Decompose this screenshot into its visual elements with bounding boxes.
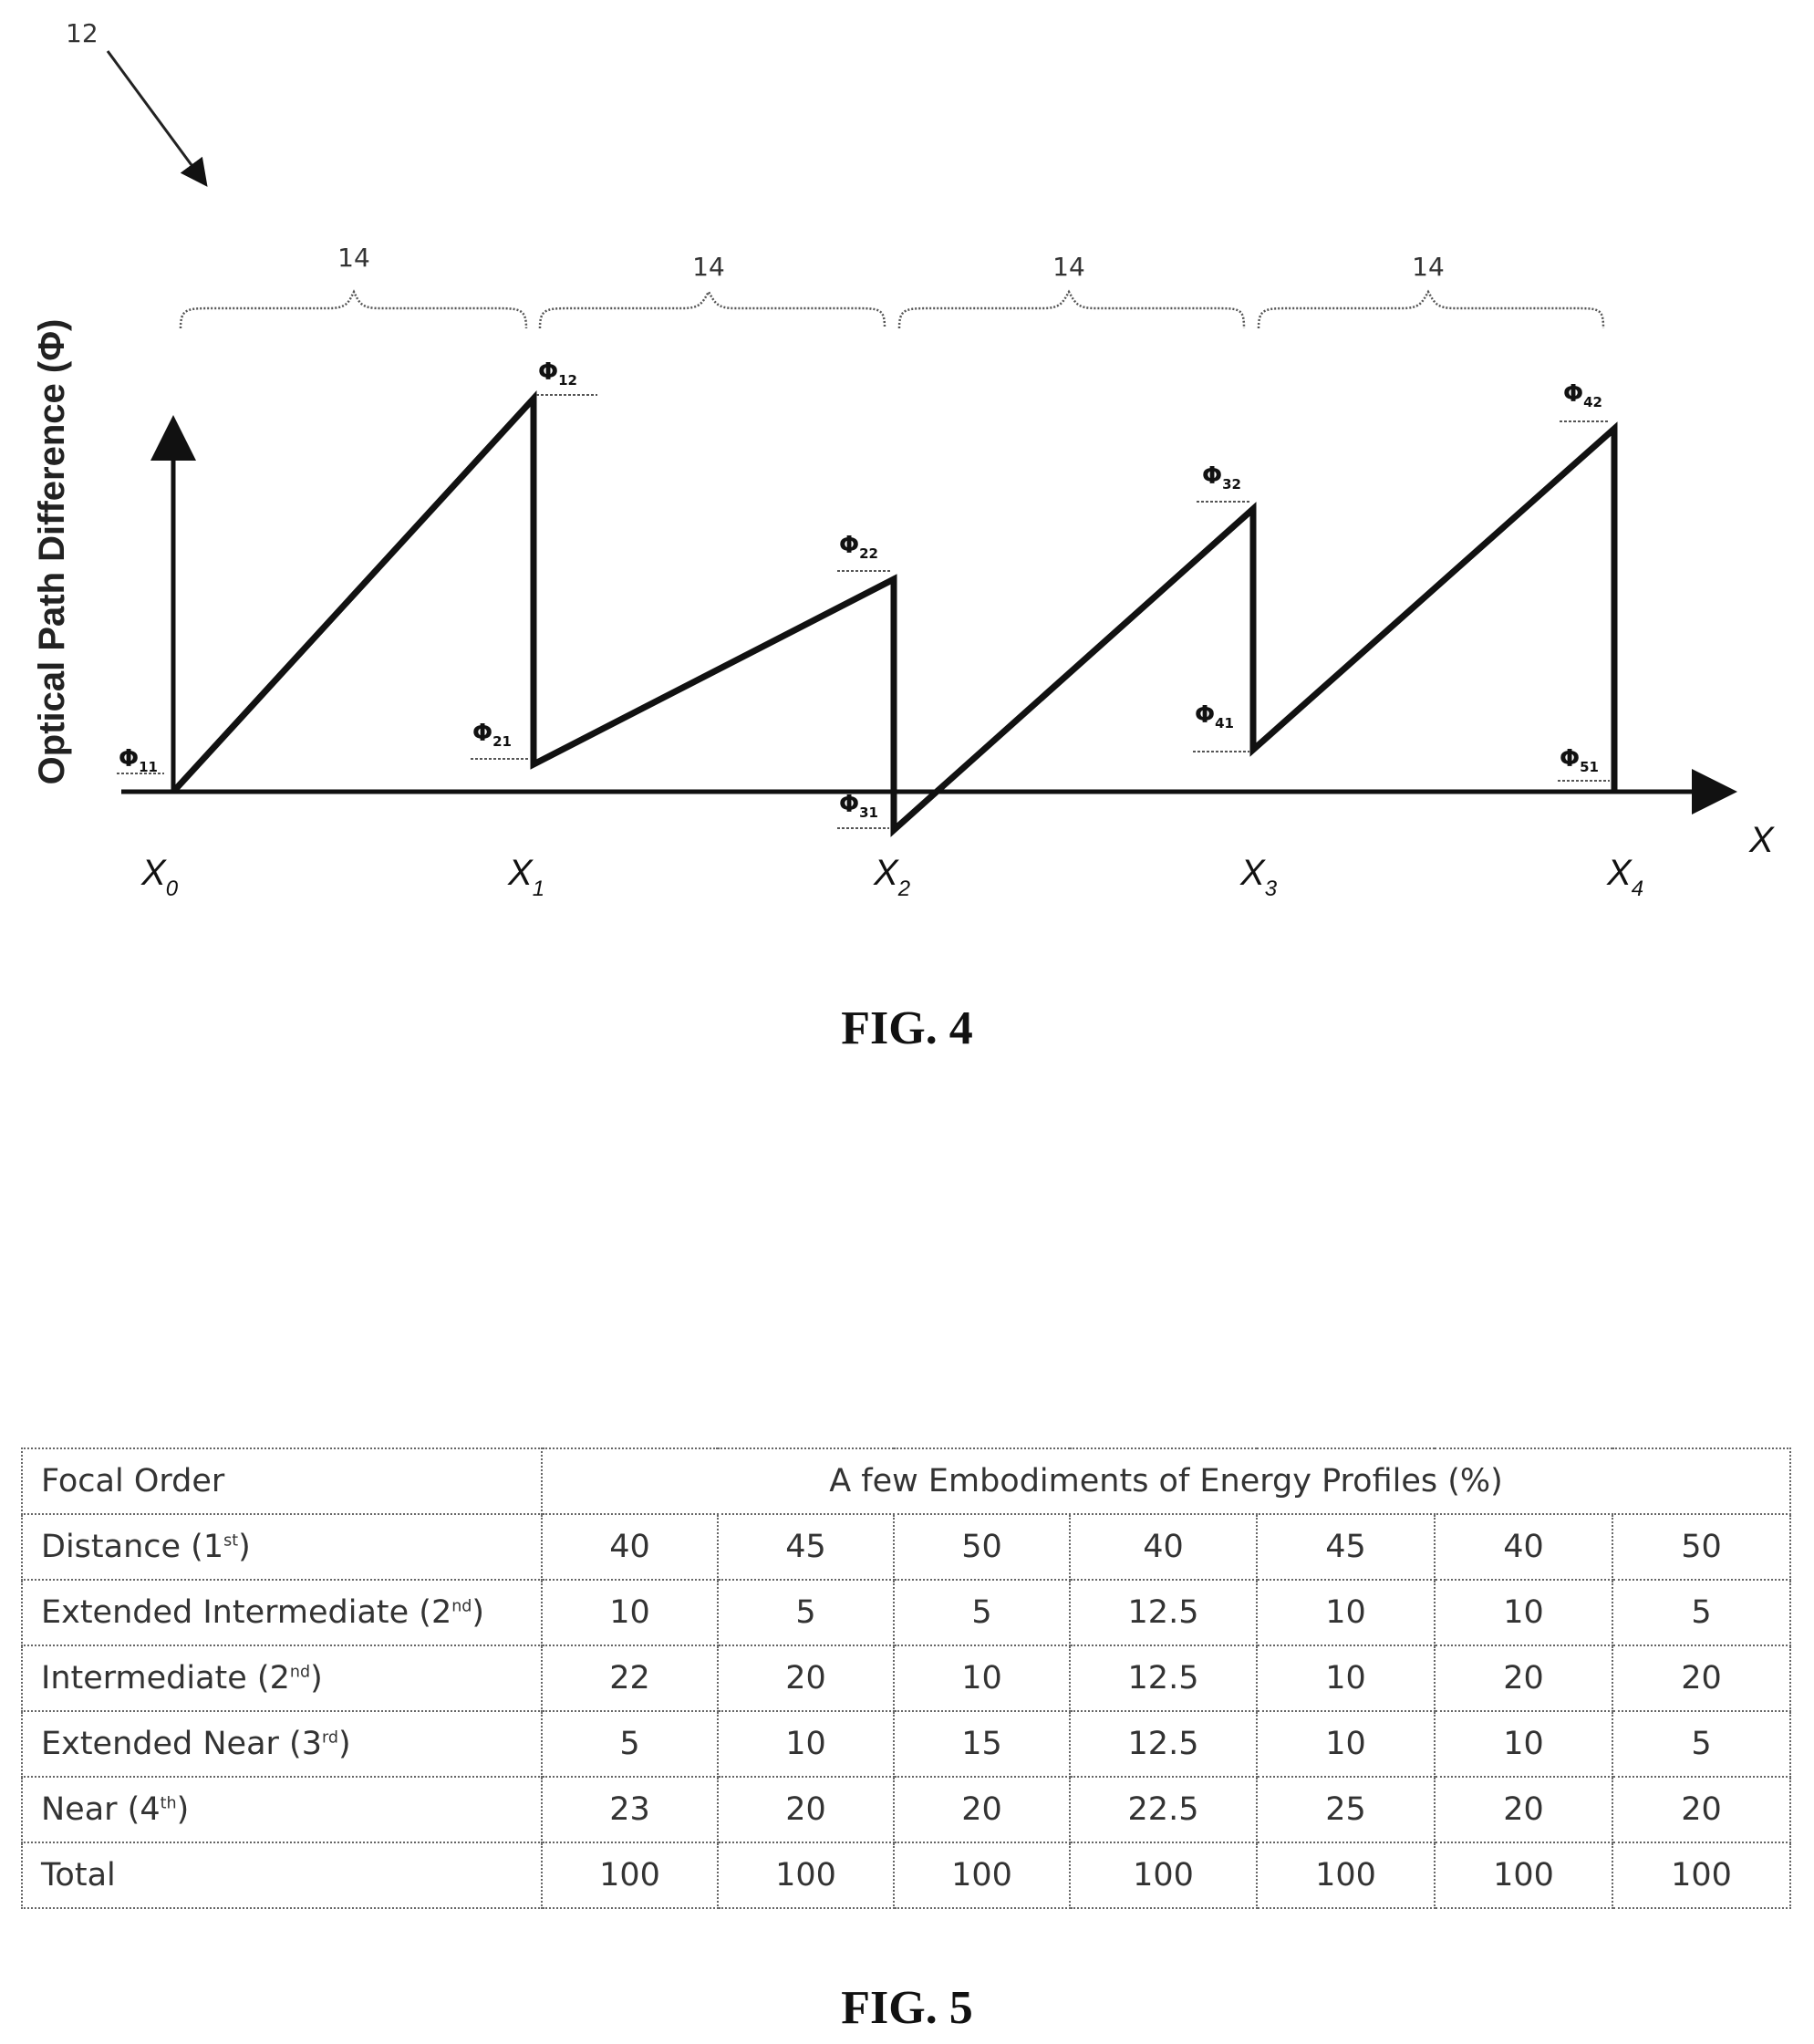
energy-profiles-table: Focal Order A few Embodiments of Energy … (21, 1447, 1792, 1909)
table-cell: 40 (1069, 1513, 1258, 1581)
table-cell: 12.5 (1069, 1710, 1258, 1778)
row-label: Distance (1st) (21, 1513, 543, 1581)
phi-label-31: Φ31 (837, 791, 889, 829)
zone-brace-3: 14 (897, 252, 1246, 329)
table-cell: 5 (893, 1579, 1071, 1646)
table-cell: 100 (541, 1842, 719, 1909)
fig4-diagram: 12 Optical Path Difference (Φ) X 14 14 1… (32, 18, 1775, 901)
table-cell: 40 (1434, 1513, 1613, 1581)
table-cell: 10 (717, 1710, 895, 1778)
y-axis-label: Optical Path Difference (Φ) (32, 319, 72, 785)
row-label: Extended Near (3rd) (21, 1710, 543, 1778)
row-label: Near (4th) (21, 1776, 543, 1843)
zone-brace-4: 14 (1257, 252, 1605, 329)
table-cell: 40 (541, 1513, 719, 1581)
table-cell: 10 (1434, 1710, 1613, 1778)
zone-brace-1: 14 (179, 243, 528, 329)
x-axis-label: X (1748, 820, 1775, 860)
optical-path-profile (171, 390, 1618, 837)
table-cell: 10 (541, 1579, 719, 1646)
table-cell: 5 (1611, 1710, 1792, 1778)
table-cell: 100 (893, 1842, 1071, 1909)
fig5-caption: FIG. 5 (841, 1982, 973, 2034)
phi-label-22: Φ22 (837, 532, 892, 572)
svg-text:Φ11: Φ11 (119, 745, 158, 775)
table-cell: 25 (1256, 1776, 1436, 1843)
row-label: Total (21, 1842, 543, 1909)
table-cell: 100 (1611, 1842, 1792, 1909)
table-row: Extended Intermediate (2nd) 10 5 5 12.5 … (21, 1579, 1792, 1646)
table-cell: 22 (541, 1645, 719, 1712)
phi-label-11: Φ11 (117, 745, 164, 775)
svg-text:Φ22: Φ22 (839, 532, 878, 562)
table-cell: 20 (893, 1776, 1071, 1843)
zone-label: 14 (337, 243, 370, 273)
table-cell: 20 (717, 1645, 895, 1712)
table-cell: 20 (1611, 1645, 1792, 1712)
svg-text:Φ42: Φ42 (1563, 380, 1602, 410)
svg-text:Φ41: Φ41 (1195, 701, 1234, 731)
table-total-row: Total 100 100 100 100 100 100 100 (21, 1842, 1792, 1909)
table-cell: 12.5 (1069, 1579, 1258, 1646)
phi-label-12: Φ12 (536, 358, 597, 396)
table-cell: 20 (1434, 1776, 1613, 1843)
table-cell: 10 (1256, 1645, 1436, 1712)
svg-text:Φ51: Φ51 (1560, 745, 1599, 775)
table-cell: 45 (1256, 1513, 1436, 1581)
table-cell: 10 (1434, 1579, 1613, 1646)
x-label-0: X0 (140, 853, 179, 901)
svg-text:Φ21: Φ21 (472, 720, 512, 750)
table-cell: 20 (717, 1776, 895, 1843)
phi-label-41: Φ41 (1193, 701, 1249, 752)
zone-label: 14 (1412, 252, 1445, 282)
table-row: Intermediate (2nd) 22 20 10 12.5 10 20 2… (21, 1645, 1792, 1712)
phi-label-21: Φ21 (471, 720, 529, 760)
table-cell: 15 (893, 1710, 1071, 1778)
svg-text:Φ31: Φ31 (839, 791, 878, 821)
table-cell: 5 (1611, 1579, 1792, 1646)
x-label-2: X2 (873, 853, 910, 901)
table-cell: 5 (541, 1710, 719, 1778)
phi-label-51: Φ51 (1558, 745, 1610, 782)
table-cell: 50 (1611, 1513, 1792, 1581)
table-row: Near (4th) 23 20 20 22.5 25 20 20 (21, 1776, 1792, 1843)
table-cell: 45 (717, 1513, 895, 1581)
table-header-row: Focal Order A few Embodiments of Energy … (21, 1447, 1792, 1515)
reference-number-12: 12 (66, 18, 98, 48)
table-cell: 10 (1256, 1579, 1436, 1646)
table-cell: 50 (893, 1513, 1071, 1581)
table-cell: 10 (893, 1645, 1071, 1712)
row-label: Extended Intermediate (2nd) (21, 1579, 543, 1646)
table-cell: 100 (1256, 1842, 1436, 1909)
table-cell: 20 (1434, 1645, 1613, 1712)
phi-label-42: Φ42 (1560, 380, 1610, 422)
zone-label: 14 (692, 252, 725, 282)
phi-label-32: Φ32 (1197, 462, 1249, 503)
table-cell: 10 (1256, 1710, 1436, 1778)
header-focal-order: Focal Order (21, 1447, 543, 1515)
table-cell: 100 (1434, 1842, 1613, 1909)
zone-brace-2: 14 (538, 252, 886, 329)
svg-text:Φ32: Φ32 (1202, 462, 1241, 493)
reference-arrow (106, 50, 208, 187)
table-cell: 100 (1069, 1842, 1258, 1909)
table-cell: 100 (717, 1842, 895, 1909)
table-cell: 23 (541, 1776, 719, 1843)
table-cell: 5 (717, 1579, 895, 1646)
table-row: Distance (1st) 40 45 50 40 45 40 50 (21, 1513, 1792, 1581)
row-label: Intermediate (2nd) (21, 1645, 543, 1712)
zone-label: 14 (1052, 252, 1085, 282)
table-cell: 12.5 (1069, 1645, 1258, 1712)
header-energy-profiles: A few Embodiments of Energy Profiles (%) (540, 1447, 1792, 1515)
svg-text:Φ12: Φ12 (538, 358, 577, 389)
table-cell: 22.5 (1069, 1776, 1258, 1843)
x-label-1: X1 (507, 853, 544, 901)
table-row: Extended Near (3rd) 5 10 15 12.5 10 10 5 (21, 1710, 1792, 1778)
x-label-4: X4 (1606, 853, 1643, 901)
fig4-caption: FIG. 4 (841, 1002, 973, 1054)
x-label-3: X3 (1239, 853, 1278, 901)
table-cell: 20 (1611, 1776, 1792, 1843)
